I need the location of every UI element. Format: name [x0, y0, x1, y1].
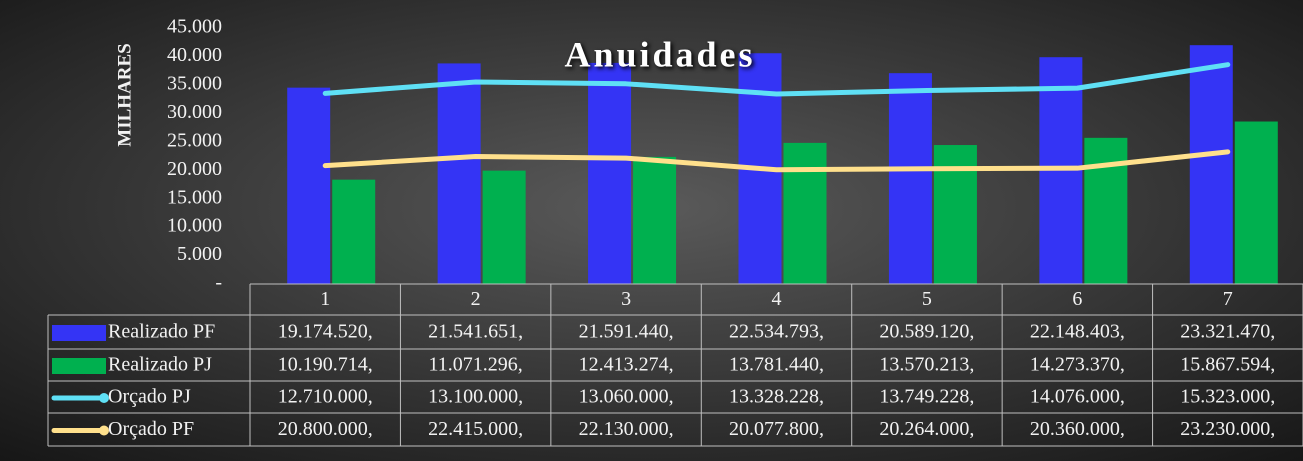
- table-cell: 22.148.403,: [1030, 321, 1125, 343]
- table-cell: 12.710.000,: [278, 386, 373, 408]
- y-tick-label: 45.000: [167, 16, 222, 38]
- x-tick-label: 6: [1072, 288, 1082, 310]
- table-cell: 21.541.651,: [428, 321, 523, 343]
- y-tick-label: -: [215, 272, 222, 294]
- y-tick-label: 25.000: [167, 129, 222, 151]
- legend-label: Realizado PF: [108, 321, 215, 343]
- bar: [588, 62, 632, 284]
- y-tick-label: 35.000: [167, 72, 222, 94]
- table-cell: 20.589.120,: [879, 321, 974, 343]
- table-cell: 10.190.714,: [278, 354, 373, 376]
- y-tick-label: 30.000: [167, 101, 222, 123]
- bar: [888, 73, 932, 284]
- legend-key: [99, 425, 109, 436]
- x-tick-label: 3: [621, 288, 631, 310]
- legend-label: Orçado PF: [108, 418, 194, 440]
- bar: [1189, 45, 1233, 285]
- y-tick-label: 5.000: [177, 243, 222, 265]
- table-cell: 20.800.000,: [278, 418, 373, 440]
- line-series: [322, 149, 1231, 173]
- table-cell: 20.264.000,: [879, 418, 974, 440]
- legend-label: Realizado PJ: [108, 354, 212, 376]
- table-cell: 19.174.520,: [278, 321, 373, 343]
- x-tick-label: 7: [1223, 288, 1233, 310]
- x-tick-label: 2: [471, 288, 481, 310]
- bar: [482, 170, 526, 284]
- table-cell: 12.413.274,: [579, 354, 674, 376]
- table-cell: 13.749.228,: [879, 386, 974, 408]
- table-cell: 22.415.000,: [428, 418, 523, 440]
- bar: [933, 145, 977, 284]
- x-tick-label: 5: [922, 288, 932, 310]
- y-tick-label: 10.000: [167, 215, 222, 237]
- table-cell: 23.321.470,: [1180, 321, 1275, 343]
- bar: [437, 63, 481, 284]
- table-cell: 15.323.000,: [1180, 386, 1275, 408]
- chart-title: Anuidades: [564, 34, 755, 74]
- bar: [1234, 121, 1278, 284]
- legend-key: [52, 325, 106, 341]
- table-cell: 21.591.440,: [579, 321, 674, 343]
- table-cell: 13.328.228,: [729, 386, 824, 408]
- table-cell: 22.130.000,: [579, 418, 674, 440]
- y-tick-label: 20.000: [167, 158, 222, 180]
- table-cell: 23.230.000,: [1180, 418, 1275, 440]
- table-cell: 14.273.370,: [1030, 354, 1125, 376]
- table-cell: 14.076.000,: [1030, 386, 1125, 408]
- table-cell: 20.360.000,: [1030, 418, 1125, 440]
- table-cell: 13.781.440,: [729, 354, 824, 376]
- table-cell: 13.570.213,: [879, 354, 974, 376]
- table-cell: 15.867.594,: [1180, 354, 1275, 376]
- legend-label: Orçado PJ: [108, 386, 191, 408]
- y-tick-label: 40.000: [167, 44, 222, 66]
- bar: [633, 156, 677, 284]
- legend-key: [52, 358, 106, 374]
- line-series: [322, 62, 1231, 97]
- table-cell: 13.060.000,: [579, 386, 674, 408]
- x-tick-label: 1: [320, 288, 330, 310]
- bar: [1084, 137, 1128, 284]
- table-cell: 11.071.296,: [429, 354, 523, 376]
- table-cell: 13.100.000,: [428, 386, 523, 408]
- bar: [287, 87, 331, 284]
- y-axis-title: MILHARES: [114, 43, 135, 146]
- bar: [332, 179, 376, 284]
- bar: [783, 142, 827, 284]
- table-cell: 20.077.800,: [729, 418, 824, 440]
- table-cell: 22.534.793,: [729, 321, 824, 343]
- y-tick-label: 15.000: [167, 186, 222, 208]
- legend-key: [99, 393, 109, 403]
- x-tick-label: 4: [772, 288, 782, 310]
